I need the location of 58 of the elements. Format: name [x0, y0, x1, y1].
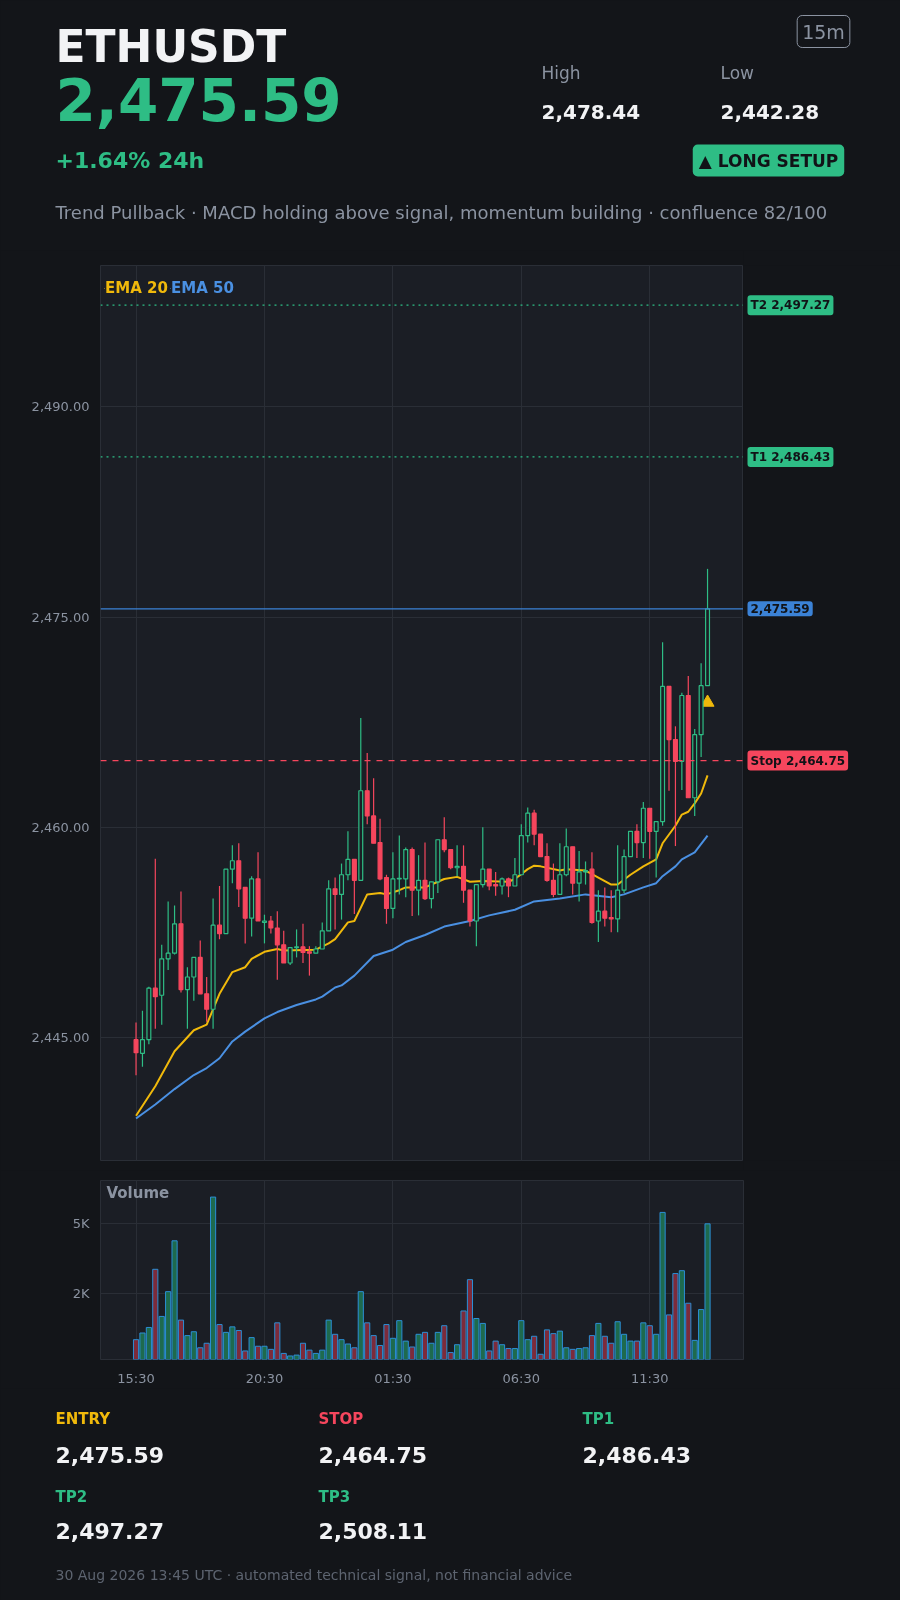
candlestick: [351, 858, 357, 915]
candlestick: [512, 857, 518, 887]
text: TP3: [318, 1487, 351, 1506]
x-tick-label: 11:30: [631, 1370, 669, 1386]
candlestick: [595, 889, 601, 943]
text: STOP: [318, 1409, 364, 1428]
text: ▲ LONG SETUP: [698, 150, 839, 171]
text: 2,464.75: [318, 1442, 428, 1468]
candlestick: [550, 862, 556, 898]
text: 2,442.28: [720, 99, 820, 124]
candlestick: [608, 889, 614, 933]
text: 15m: [802, 20, 845, 43]
text: 30 Aug 2026 13:45 UTC · automated technical signal, not financial advice: [55, 1566, 573, 1583]
candlestick: [184, 966, 190, 1030]
chart-title: Volume: [106, 1183, 170, 1202]
candlestick: [557, 842, 563, 895]
candlestick: [602, 886, 608, 928]
text: Low: [720, 62, 755, 83]
ref-line-label: T2 2,497.27: [750, 298, 831, 313]
line-series: [135, 774, 709, 1117]
text: 2,475.59: [55, 1442, 165, 1468]
candlestick: [647, 807, 653, 860]
candlestick: [416, 854, 422, 916]
text: +1.64% 24h: [55, 148, 205, 173]
y-tick-label: 2K: [72, 1286, 90, 1302]
legend-label: EMA 20: [105, 279, 168, 297]
ref-line-label: Stop 2,464.75: [750, 753, 846, 768]
candlestick: [531, 809, 537, 846]
x-tick-label: 06:30: [502, 1370, 541, 1386]
candlestick: [152, 858, 158, 1030]
y-tick-label: 5K: [72, 1216, 90, 1232]
text: High: [541, 62, 581, 83]
y-tick-label: 2,460.00: [31, 819, 90, 835]
candlestick: [332, 876, 338, 930]
x-tick-label: 20:30: [245, 1370, 284, 1386]
x-tick-label: 01:30: [374, 1370, 412, 1386]
ref-line-label: 2,475.59: [750, 602, 810, 617]
text: TP2: [55, 1487, 88, 1506]
candlestick: [191, 956, 197, 1002]
candlestick: [216, 885, 223, 940]
text: Trend Pullback · MACD holding above signal, momentum building · confluence 82/100: [54, 202, 828, 223]
y-tick-label: 2,475.00: [31, 609, 90, 625]
text: 2,497.27: [55, 1518, 165, 1544]
ref-line-label: T1 2,486.43: [750, 449, 831, 464]
legend-label: EMA 50: [171, 279, 234, 297]
text: TP1: [582, 1409, 615, 1428]
y-tick-label: 2,490.00: [31, 399, 90, 415]
candlestick: [133, 1021, 139, 1076]
candlestick: [422, 841, 428, 901]
line-series: [135, 834, 709, 1120]
text: 2,486.43: [582, 1442, 692, 1468]
text: 2,478.44: [541, 99, 641, 124]
candlestick: [261, 914, 267, 944]
text: ENTRY: [55, 1409, 112, 1428]
text: 2,508.11: [318, 1518, 428, 1544]
x-tick-label: 15:30: [117, 1370, 155, 1386]
candlestick: [634, 823, 640, 859]
y-tick-label: 2,445.00: [31, 1029, 90, 1045]
